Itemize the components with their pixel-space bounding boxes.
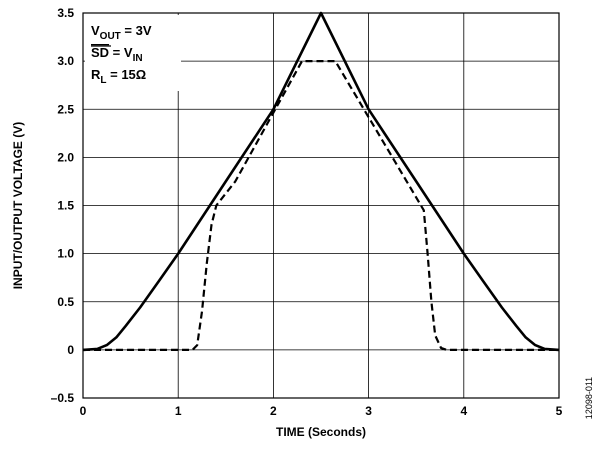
y-tick-label: 1.5: [57, 199, 74, 213]
y-axis-title: INPUT/OUTPUT VOLTAGE (V): [11, 122, 25, 290]
y-tick-label: 0.5: [57, 295, 74, 309]
series-line-dashed: [83, 59, 559, 351]
x-tick-label: 4: [460, 404, 467, 418]
x-axis-title: TIME (Seconds): [276, 425, 366, 439]
x-tick-label: 2: [270, 404, 277, 418]
condition-line: RL = 15Ω: [91, 67, 146, 86]
figure-id: 12098-011: [584, 377, 594, 419]
plot-frame: [82, 12, 560, 399]
y-tick-label: 3.0: [57, 54, 74, 68]
condition-line: VOUT = 3V: [91, 23, 152, 42]
y-tick-label: 2.0: [57, 150, 74, 164]
x-tick-label: 5: [556, 404, 563, 418]
y-tick-label: 0: [67, 343, 74, 357]
conditions-box: [85, 15, 181, 91]
y-tick-label: 3.5: [57, 6, 74, 20]
x-tick-labels: 0 1 2 3 4 5: [80, 404, 563, 418]
x-tick-label: 1: [175, 404, 182, 418]
condition-line: SD = VIN: [91, 45, 143, 64]
x-tick-label: 3: [365, 404, 372, 418]
y-tick-label: 1.0: [57, 247, 74, 261]
x-tick-label: 0: [80, 404, 87, 418]
y-tick-label: –0.5: [51, 391, 75, 405]
conditions-legend: VOUT = 3V SD = VIN RL = 15Ω: [91, 23, 152, 86]
y-tick-labels: –0.5 0 0.5 1.0 1.5 2.0 2.5 3.0 3.5: [51, 6, 75, 405]
y-tick-label: 2.5: [57, 102, 74, 116]
